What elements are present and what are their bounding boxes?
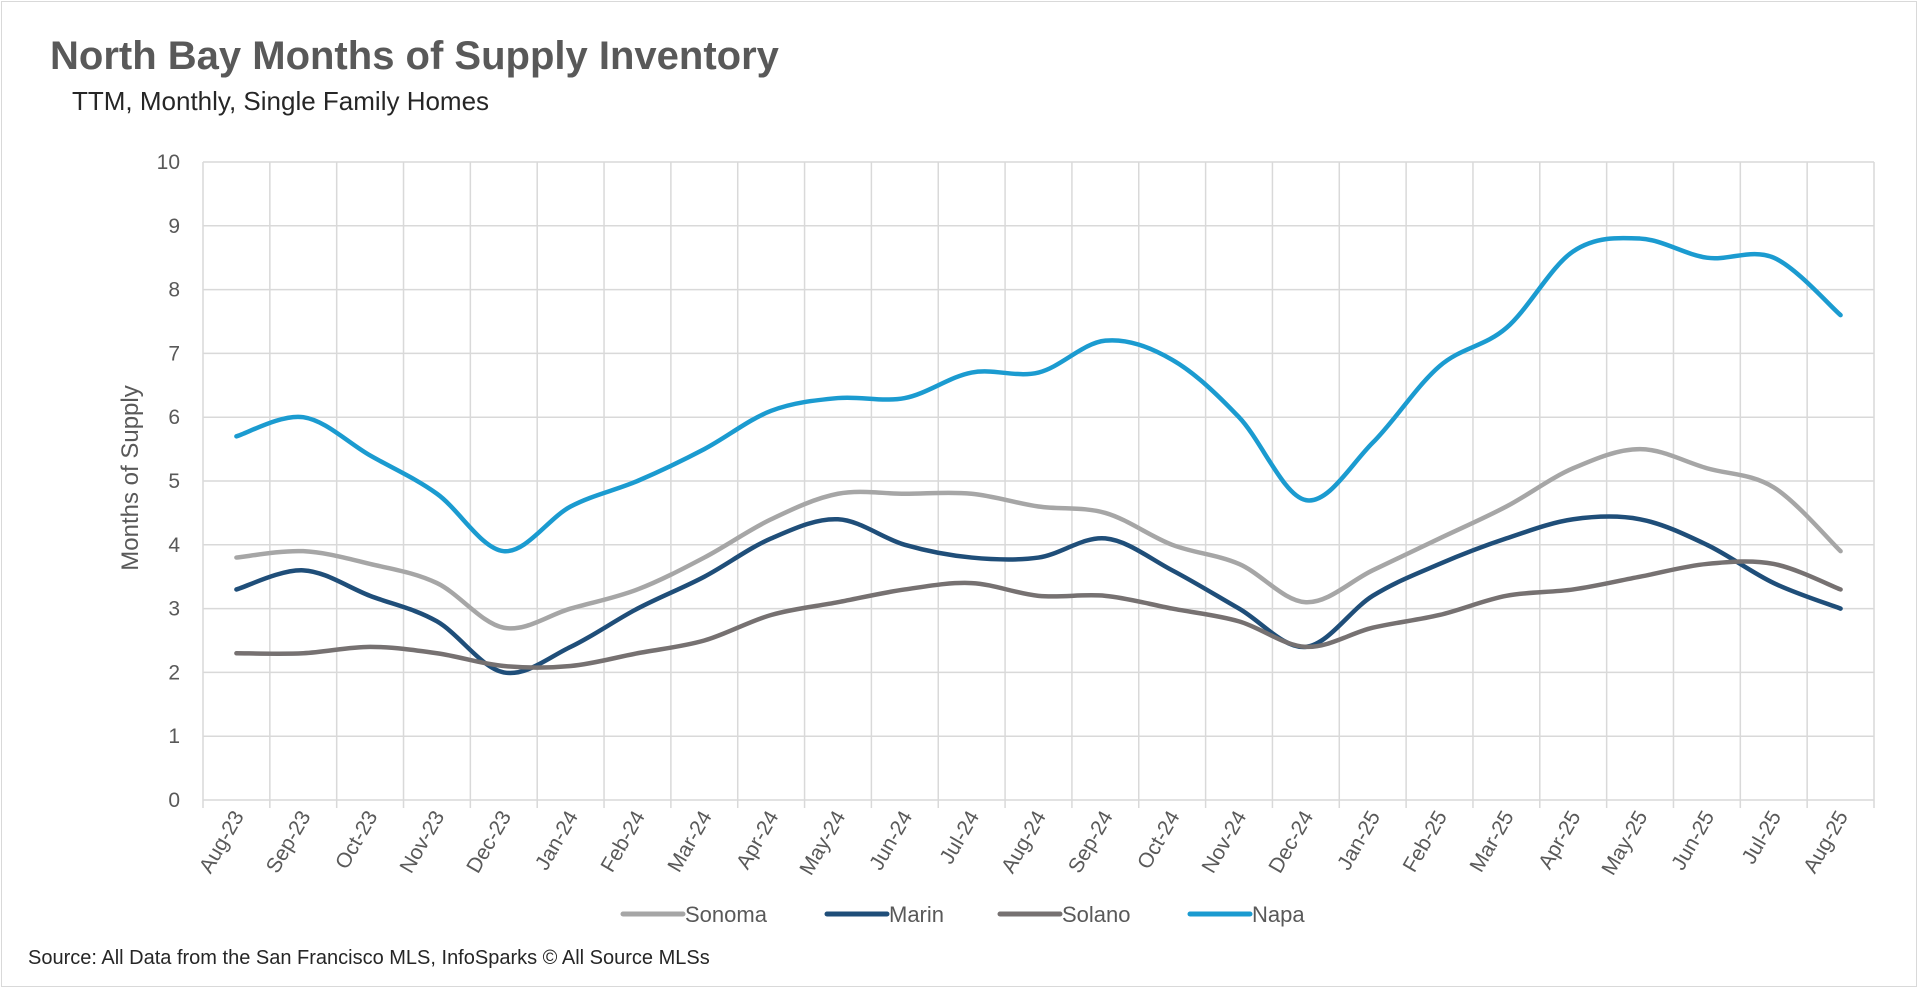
y-tick-label: 3 (168, 598, 180, 621)
x-tick-label: Jun-24 (865, 807, 917, 874)
source-note: Source: All Data from the San Francisco … (28, 947, 710, 969)
y-tick-label: 4 (168, 534, 180, 557)
x-tick-label: May-25 (1597, 807, 1652, 879)
x-tick-label: Jul-24 (935, 807, 984, 868)
x-tick-label: Mar-25 (1466, 807, 1519, 876)
x-tick-label: Feb-24 (597, 807, 650, 876)
y-tick-label: 7 (168, 342, 180, 365)
y-axis-label: Months of Supply (117, 385, 144, 570)
x-tick-label: Jun-25 (1667, 807, 1719, 874)
series-line-sonoma (234, 446, 1843, 631)
series-line-marin (234, 514, 1843, 676)
legend-label-solano: Solano (1062, 902, 1131, 927)
legend-label-napa: Napa (1252, 902, 1305, 927)
y-tick-label: 5 (168, 470, 180, 493)
x-tick-label: Dec-24 (1264, 807, 1318, 877)
legend-label-marin: Marin (889, 902, 944, 927)
y-tick-label: 1 (168, 725, 180, 748)
x-tick-label: Nov-24 (1198, 807, 1252, 877)
y-tick-label: 6 (168, 406, 180, 429)
x-tick-label: Jan-25 (1333, 807, 1385, 874)
x-tick-label: Dec-23 (462, 807, 516, 877)
x-axis-ticks: Aug-23 Sep-23 Oct-23 Nov-23 Dec-23 Jan-24 Feb-… (195, 807, 1853, 879)
y-tick-label: 2 (168, 661, 180, 684)
x-tick-label: Aug-25 (1799, 807, 1853, 877)
x-tick-label: Oct-24 (1133, 807, 1185, 873)
x-tick-label: Nov-23 (395, 807, 449, 877)
legend: Sonoma Marin Solano Napa (620, 902, 1305, 927)
x-tick-label: Jan-24 (531, 807, 583, 874)
gridlines (202, 161, 1875, 808)
x-tick-label: Oct-23 (331, 807, 382, 873)
x-tick-label: Sep-24 (1064, 807, 1118, 877)
y-axis-ticks: 0 1 2 3 4 5 6 7 8 9 10 (157, 151, 181, 812)
x-tick-label: Jul-25 (1738, 807, 1787, 868)
x-tick-label: Mar-24 (663, 807, 716, 876)
x-tick-label: Feb-25 (1399, 807, 1452, 876)
x-tick-label: Apr-25 (1534, 807, 1585, 873)
x-tick-label: Aug-24 (997, 807, 1051, 877)
y-tick-label: 8 (168, 279, 180, 302)
chart-title: North Bay Months of Supply Inventory (50, 34, 779, 78)
y-tick-label: 0 (168, 789, 180, 812)
legend-label-sonoma: Sonoma (685, 902, 768, 927)
chart-subtitle: TTM, Monthly, Single Family Homes (72, 86, 490, 116)
x-tick-label: May-24 (795, 807, 850, 879)
x-tick-label: Apr-24 (732, 807, 784, 873)
y-tick-label: 9 (168, 215, 180, 238)
x-tick-label: Aug-23 (195, 807, 249, 877)
series-line-napa (234, 235, 1843, 554)
series-lines (234, 235, 1843, 676)
y-tick-label: 10 (157, 151, 180, 174)
x-tick-label: Sep-23 (262, 807, 316, 877)
